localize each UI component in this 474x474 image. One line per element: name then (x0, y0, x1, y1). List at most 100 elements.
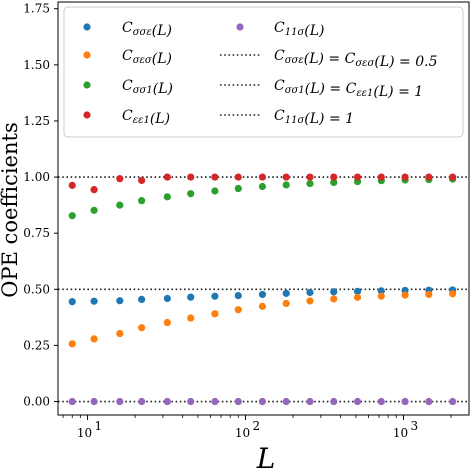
series-4 (68, 397, 457, 406)
data-point (90, 335, 98, 343)
y-tick-label: 1.25 (23, 114, 50, 128)
data-point (306, 173, 314, 181)
x-tick-exponent: 3 (410, 419, 418, 433)
reference-lines (58, 176, 469, 403)
data-point (353, 287, 362, 295)
legend-label: Cεε1(L) (122, 108, 170, 127)
legend-marker (83, 111, 91, 119)
legend-marker (83, 23, 91, 31)
data-point (68, 340, 76, 348)
legend-subscript: σεσ (355, 58, 375, 69)
data-point (449, 290, 457, 298)
x-ticks: 10 1 10 2 10 3 (62, 415, 452, 440)
data-point (330, 178, 338, 187)
x-tick-label: 10 (393, 426, 408, 440)
data-point (377, 292, 385, 300)
legend-text-part: (L) (152, 23, 172, 39)
legend-marker (236, 23, 244, 31)
y-tick-label: 0.50 (23, 282, 50, 296)
data-point (282, 173, 290, 181)
legend-label: Cσσε(L) (122, 20, 172, 39)
data-point (138, 295, 146, 304)
legend-subscript: σσ1 (133, 85, 153, 96)
data-point (138, 397, 146, 406)
data-point (258, 290, 267, 299)
legend-label: Cσσε(L) = Cσεσ(L) = 0.5 (274, 48, 438, 70)
data-point (187, 190, 195, 198)
data-point (330, 288, 338, 296)
data-point (163, 318, 171, 327)
data-point (163, 294, 171, 303)
legend-label: Cσεσ(L) (122, 48, 172, 67)
data-point (187, 293, 195, 301)
axes-frame (57, 1, 470, 416)
legend-subscript: εε1 (356, 88, 373, 99)
data-point (138, 324, 146, 332)
data-point (449, 397, 457, 406)
data-point (353, 397, 362, 406)
data-point (211, 310, 219, 318)
data-point (258, 182, 267, 191)
data-point (211, 187, 219, 195)
data-point (377, 397, 385, 406)
data-point (234, 397, 242, 406)
series-1 (68, 290, 457, 348)
data-point (163, 193, 171, 201)
axes (57, 1, 470, 416)
data-point (234, 306, 242, 314)
data-point (138, 176, 146, 185)
data-point (353, 293, 362, 301)
legend-text-part: (L) = 0.5 (374, 54, 437, 70)
data-point (377, 173, 385, 181)
legend-label: Cσσ1(L) = Cεε1(L) = 1 (274, 78, 423, 100)
legend-text-part: (L) (153, 81, 173, 97)
data-point (68, 397, 76, 406)
y-ticks: 0.00 0.25 0.50 0.75 1.00 1.25 1.50 1.75 (23, 2, 58, 409)
data-point (282, 397, 290, 406)
legend-text-part: C (274, 78, 285, 94)
data-point (68, 181, 76, 189)
data-point (258, 397, 267, 406)
x-tick-exponent: 1 (95, 419, 103, 433)
legend-label: C11σ(L) = 1 (274, 108, 354, 127)
legend-subscript: 11σ (285, 115, 306, 126)
data-point (425, 173, 433, 181)
data-point (187, 173, 195, 181)
data-point (138, 197, 146, 205)
legend-text-part: C (346, 81, 357, 97)
data-point (449, 173, 457, 181)
data-point (116, 397, 124, 406)
data-point (187, 314, 195, 322)
legend-marker (83, 51, 91, 59)
data-point (163, 397, 171, 406)
data-point (90, 206, 98, 214)
data-point (330, 173, 338, 181)
legend-subscript: σεσ (133, 55, 153, 66)
legend-subscript: σσε (285, 55, 304, 66)
data-point (306, 179, 314, 188)
data-point (377, 287, 385, 295)
legend-text-part: (L) (152, 51, 172, 67)
y-tick-label: 0.75 (23, 226, 50, 240)
data-point (116, 329, 124, 338)
data-point (282, 299, 290, 308)
data-point (116, 297, 124, 305)
legend-text-part: (L) = (304, 51, 345, 67)
legend-text-part: C (274, 108, 285, 124)
data-point (234, 184, 242, 193)
data-point (187, 397, 195, 406)
data-point (258, 173, 267, 181)
data-point (258, 302, 267, 310)
data-point (330, 295, 338, 303)
y-tick-label: 1.50 (23, 58, 50, 72)
data-point (353, 173, 362, 181)
data-point (116, 201, 124, 209)
legend-text-part: (L) = (305, 81, 346, 97)
data-point (211, 397, 219, 406)
data-point (401, 173, 409, 181)
data-point (282, 289, 290, 297)
data-point (330, 397, 338, 406)
legend-subscript: 11σ (285, 27, 306, 38)
data-point (306, 297, 314, 305)
